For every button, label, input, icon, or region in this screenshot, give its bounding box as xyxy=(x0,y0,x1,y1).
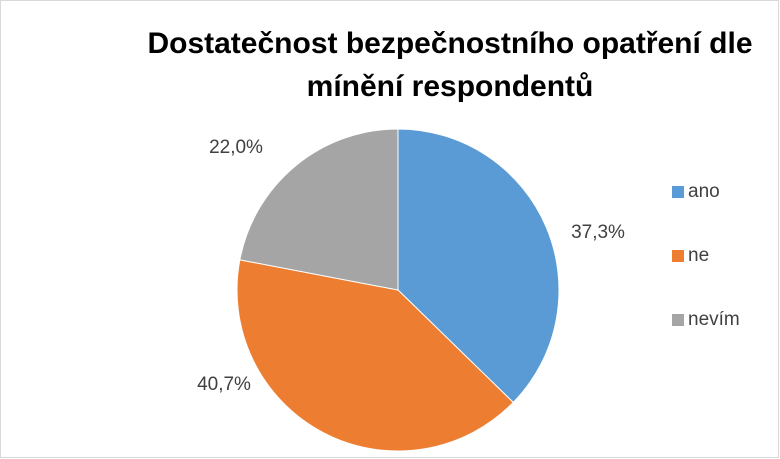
legend-swatch xyxy=(672,314,684,326)
data-label: 40,7% xyxy=(197,374,251,395)
legend-label: nevím xyxy=(688,309,740,330)
legend-swatch xyxy=(672,186,684,198)
chart-title: Dostatečnost bezpečnostního opatření dle… xyxy=(147,27,753,103)
legend-swatch xyxy=(672,250,684,262)
pie-slice xyxy=(236,259,514,452)
data-label: 37,3% xyxy=(571,222,625,243)
pie-slice xyxy=(239,128,399,291)
data-label: 22,0% xyxy=(209,137,263,158)
legend-label: ano xyxy=(688,181,720,202)
pie-slice xyxy=(397,128,560,404)
legend-label: ne xyxy=(688,245,709,266)
